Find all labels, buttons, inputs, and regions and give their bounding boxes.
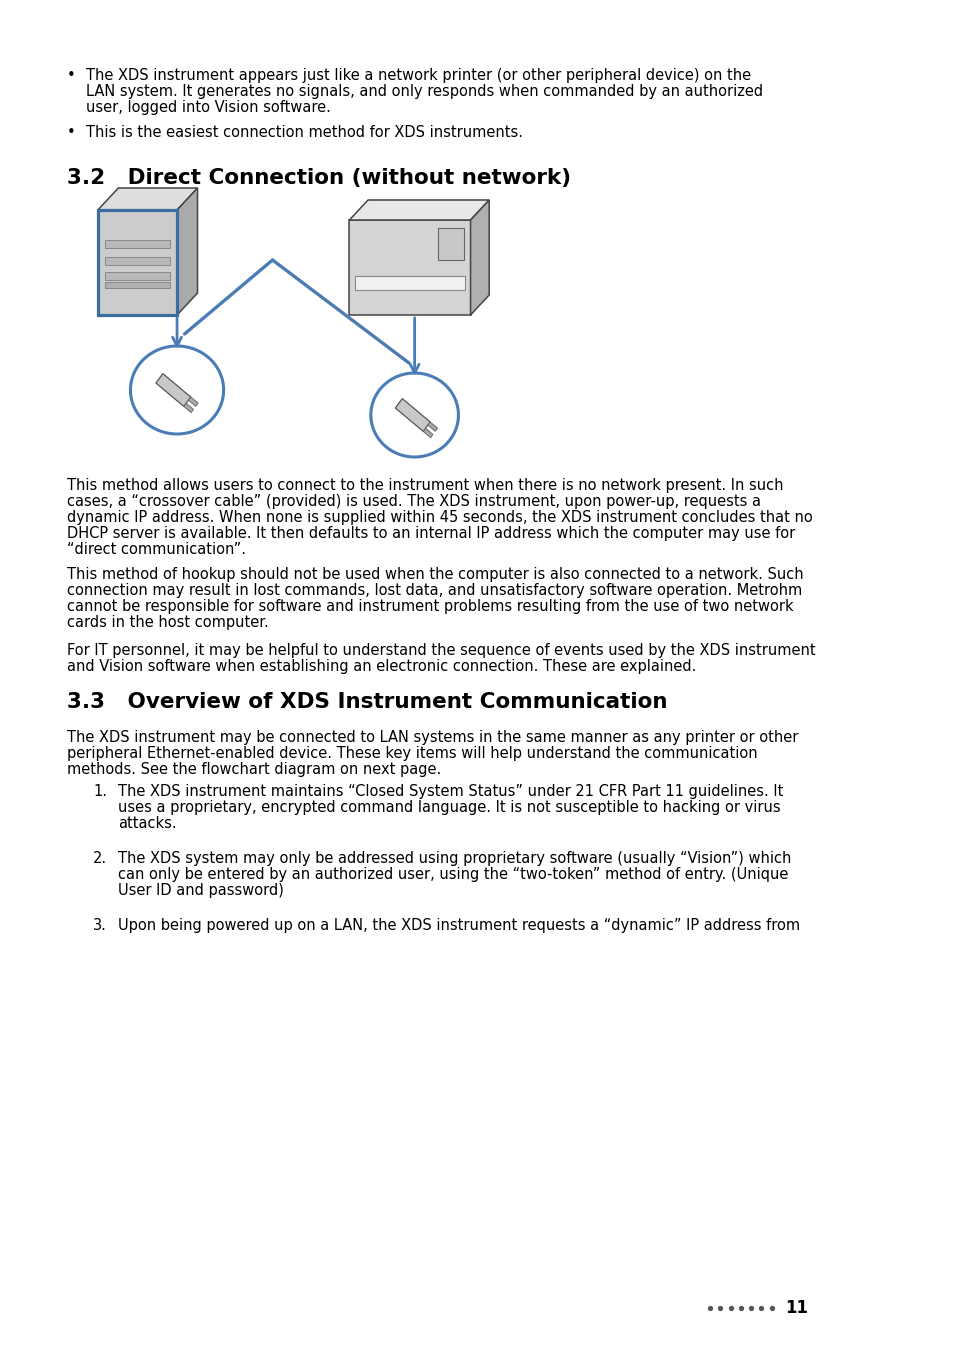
Polygon shape — [155, 374, 191, 406]
Text: connection may result in lost commands, lost data, and unsatisfactory software o: connection may result in lost commands, … — [67, 583, 801, 598]
Text: User ID and password): User ID and password) — [118, 883, 284, 898]
Text: Upon being powered up on a LAN, the XDS instrument requests a “dynamic” IP addre: Upon being powered up on a LAN, the XDS … — [118, 918, 800, 933]
Text: 11: 11 — [784, 1299, 807, 1318]
Text: This is the easiest connection method for XDS instruments.: This is the easiest connection method fo… — [86, 126, 522, 140]
Text: This method allows users to connect to the instrument when there is no network p: This method allows users to connect to t… — [67, 478, 782, 493]
Bar — [355, 275, 464, 290]
Text: user, logged into Vision software.: user, logged into Vision software. — [86, 100, 331, 115]
Text: 3.: 3. — [93, 918, 107, 933]
Polygon shape — [184, 404, 193, 413]
Text: 2.: 2. — [93, 850, 107, 865]
Bar — [437, 228, 463, 261]
Text: DHCP server is available. It then defaults to an internal IP address which the c: DHCP server is available. It then defaul… — [67, 526, 795, 541]
Text: 1.: 1. — [93, 784, 107, 799]
Bar — [105, 282, 170, 288]
Text: The XDS instrument may be connected to LAN systems in the same manner as any pri: The XDS instrument may be connected to L… — [67, 730, 798, 745]
Polygon shape — [349, 200, 489, 220]
Text: dynamic IP address. When none is supplied within 45 seconds, the XDS instrument : dynamic IP address. When none is supplie… — [67, 510, 812, 525]
Text: LAN system. It generates no signals, and only responds when commanded by an auth: LAN system. It generates no signals, and… — [86, 84, 762, 99]
Text: 3.2   Direct Connection (without network): 3.2 Direct Connection (without network) — [67, 167, 571, 188]
Bar — [105, 256, 170, 265]
Polygon shape — [188, 397, 198, 406]
Ellipse shape — [371, 373, 458, 458]
Text: attacks.: attacks. — [118, 815, 176, 832]
Text: The XDS system may only be addressed using proprietary software (usually “Vision: The XDS system may only be addressed usi… — [118, 850, 791, 865]
Text: •: • — [67, 126, 75, 140]
Text: cases, a “crossover cable” (provided) is used. The XDS instrument, upon power-up: cases, a “crossover cable” (provided) is… — [67, 494, 760, 509]
Text: “direct communication”.: “direct communication”. — [67, 541, 246, 558]
Text: peripheral Ethernet-enabled device. These key items will help understand the com: peripheral Ethernet-enabled device. Thes… — [67, 747, 757, 761]
Polygon shape — [177, 188, 197, 315]
Ellipse shape — [131, 346, 223, 433]
Text: 3.3   Overview of XDS Instrument Communication: 3.3 Overview of XDS Instrument Communica… — [67, 693, 667, 711]
Bar — [98, 211, 177, 315]
Text: The XDS instrument maintains “Closed System Status” under 21 CFR Part 11 guideli: The XDS instrument maintains “Closed Sys… — [118, 784, 783, 799]
Polygon shape — [98, 188, 197, 211]
Text: and Vision software when establishing an electronic connection. These are explai: and Vision software when establishing an… — [67, 659, 696, 674]
Text: This method of hookup should not be used when the computer is also connected to : This method of hookup should not be used… — [67, 567, 802, 582]
Bar — [349, 220, 470, 315]
Text: can only be entered by an authorized user, using the “two-token” method of entry: can only be entered by an authorized use… — [118, 867, 788, 882]
Text: cannot be responsible for software and instrument problems resulting from the us: cannot be responsible for software and i… — [67, 599, 793, 614]
Polygon shape — [428, 423, 437, 431]
Text: •: • — [67, 68, 75, 82]
Bar — [98, 211, 177, 315]
Text: uses a proprietary, encrypted command language. It is not susceptible to hacking: uses a proprietary, encrypted command la… — [118, 801, 781, 815]
Polygon shape — [423, 428, 433, 437]
Bar — [105, 271, 170, 279]
Polygon shape — [470, 200, 489, 315]
Text: For IT personnel, it may be helpful to understand the sequence of events used by: For IT personnel, it may be helpful to u… — [67, 643, 815, 657]
Bar — [105, 240, 170, 248]
Polygon shape — [395, 398, 430, 432]
Text: methods. See the flowchart diagram on next page.: methods. See the flowchart diagram on ne… — [67, 761, 441, 778]
Text: cards in the host computer.: cards in the host computer. — [67, 616, 269, 630]
Text: The XDS instrument appears just like a network printer (or other peripheral devi: The XDS instrument appears just like a n… — [86, 68, 750, 82]
